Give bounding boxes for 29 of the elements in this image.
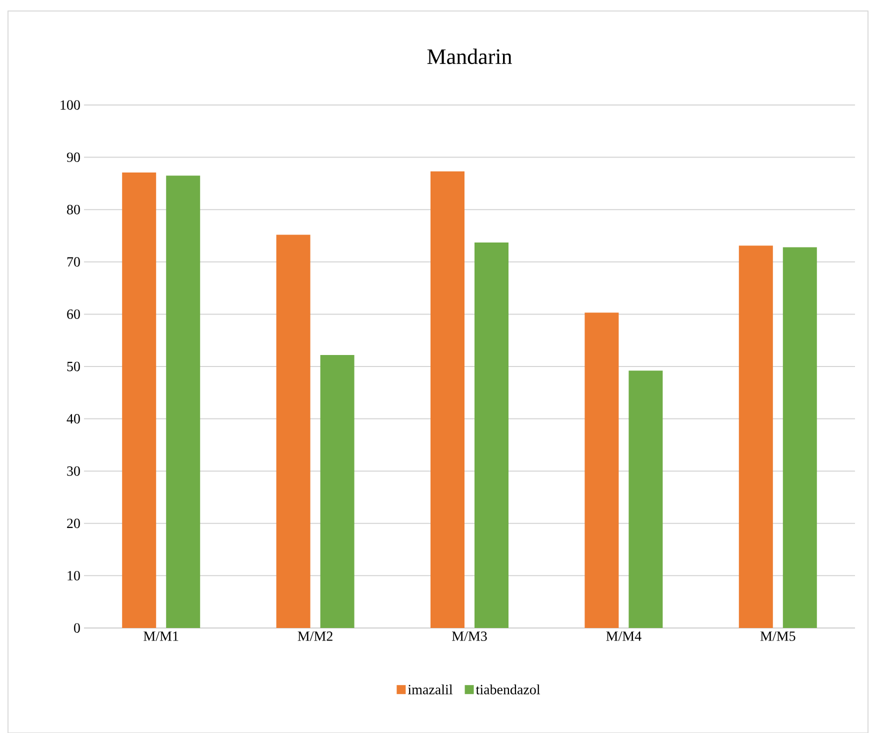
bar [584,312,619,628]
y-tick-label: 100 [60,100,80,110]
bar [430,171,464,628]
x-tick-label: M/M1 [144,631,178,641]
x-tick-label: M/M3 [452,631,487,641]
y-tick-label: 40 [66,414,80,424]
x-tick-label: M/M4 [606,631,642,641]
y-tick-label: 20 [67,518,80,528]
y-tick-label: 10 [68,570,80,580]
bar [122,172,156,628]
bar [474,242,508,628]
bar [738,245,773,628]
y-tick-label: 80 [67,204,80,214]
y-tick-label: 70 [67,256,80,266]
legend-label: tiabendazol [476,684,540,694]
x-tick-label: M/M5 [760,631,796,641]
y-tick-label: 90 [66,152,80,162]
legend-label: imazalil [408,684,453,694]
bar [166,175,200,628]
bar [276,234,310,628]
y-tick-label: 30 [67,466,80,476]
bar [320,354,354,628]
y-tick-label: 60 [67,309,80,319]
chart-title: Mandarin [427,48,512,64]
y-tick-label: 50 [67,362,80,371]
y-tick-label: 0 [74,623,80,632]
x-tick-label: M/M2 [298,631,332,641]
bar [628,370,663,628]
bar [782,247,817,628]
